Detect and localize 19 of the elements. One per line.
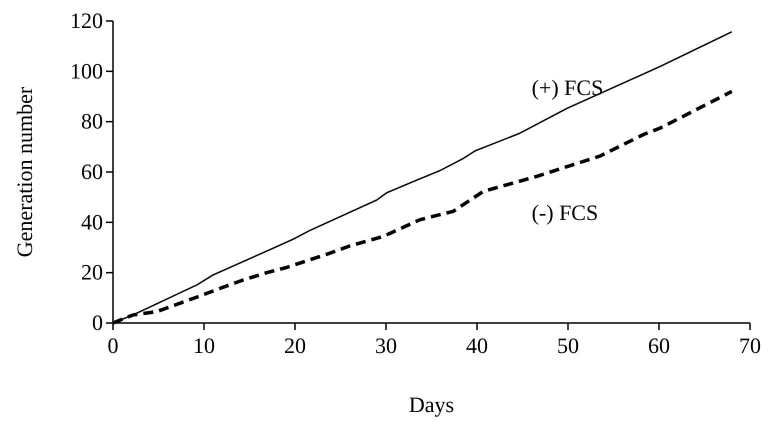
x-tick-label: 70 xyxy=(739,333,761,358)
y-tick-label: 0 xyxy=(92,310,103,335)
x-tick-label: 0 xyxy=(108,333,118,358)
y-tick-label: 120 xyxy=(70,8,103,33)
y-tick-label: 40 xyxy=(81,209,103,234)
y-axis-title: Generation number xyxy=(12,86,37,258)
y-tick-label: 20 xyxy=(81,260,103,285)
series-label: (+) FCS xyxy=(532,75,604,100)
y-tick-label: 100 xyxy=(70,58,103,84)
x-tick-label: 10 xyxy=(193,333,215,358)
x-tick-label: 40 xyxy=(466,333,488,358)
y-tick-label: 80 xyxy=(81,108,103,134)
x-tick-label: 50 xyxy=(557,333,579,358)
x-axis-title: Days xyxy=(408,392,454,417)
y-tick-label: 60 xyxy=(81,159,103,184)
x-tick-label: 30 xyxy=(375,333,397,358)
x-tick-label: 60 xyxy=(648,333,670,358)
series-label: (-) FCS xyxy=(532,200,598,225)
x-tick-label: 20 xyxy=(284,333,306,358)
